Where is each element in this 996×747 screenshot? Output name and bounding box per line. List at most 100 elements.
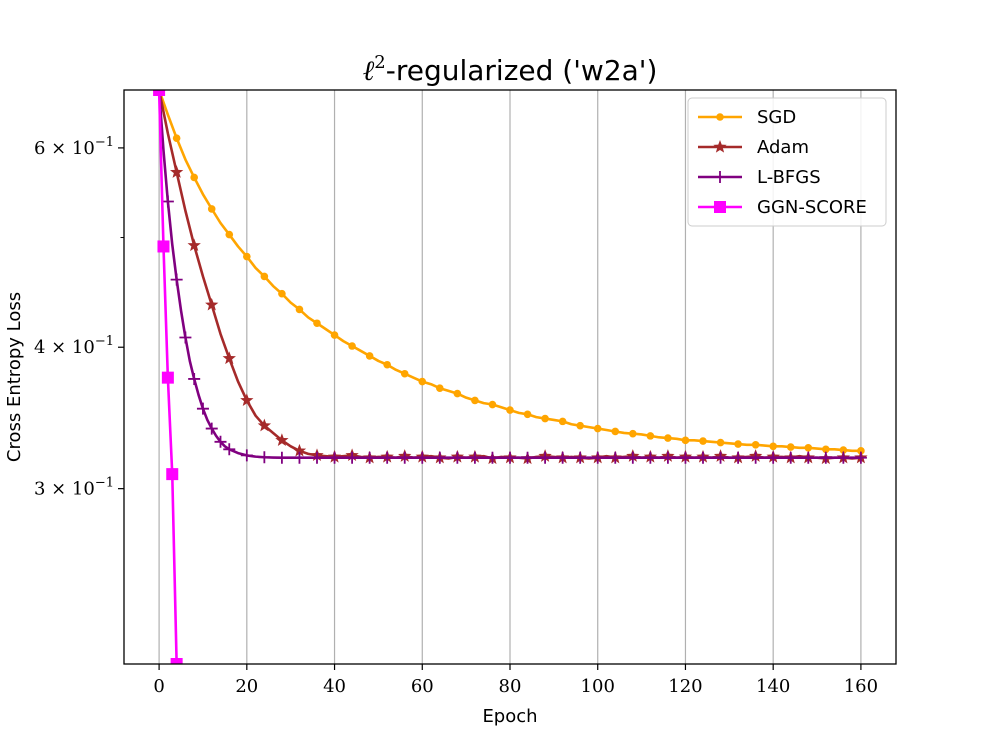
data-point-l-bfgs bbox=[819, 451, 832, 464]
data-point-ggn-score bbox=[166, 468, 179, 481]
plot-frame bbox=[123, 89, 897, 665]
data-point-sgd bbox=[383, 360, 391, 369]
data-point-sgd bbox=[593, 424, 602, 433]
data-point-l-bfgs bbox=[626, 451, 639, 464]
data-point-l-bfgs bbox=[223, 443, 236, 456]
data-point-l-bfgs bbox=[784, 451, 797, 464]
data-point-adam bbox=[292, 443, 307, 457]
data-point-sgd bbox=[506, 406, 514, 414]
data-point-ggn-score bbox=[161, 371, 174, 384]
data-point-sgd bbox=[436, 384, 444, 393]
data-point-sgd bbox=[576, 421, 584, 430]
data-point-ggn-score bbox=[170, 658, 183, 664]
legend-label-l-bfgs: L-BFGS bbox=[757, 167, 821, 188]
chart-title-ell: ℓ bbox=[363, 54, 375, 87]
y-axis-label: Cross Entropy Loss bbox=[4, 292, 25, 462]
data-point-l-bfgs bbox=[205, 422, 218, 435]
data-point-sgd bbox=[243, 252, 251, 261]
legend-label-ggn-score: GGN-SCORE bbox=[757, 197, 867, 218]
legend-item-ggn-score: GGN-SCORE bbox=[698, 197, 867, 218]
data-point-l-bfgs bbox=[749, 451, 762, 464]
data-point-sgd bbox=[664, 434, 672, 442]
data-point-sgd bbox=[734, 440, 742, 448]
data-point-sgd bbox=[751, 440, 760, 449]
data-point-sgd bbox=[646, 432, 655, 440]
data-point-sgd bbox=[471, 396, 479, 405]
data-point-sgd bbox=[278, 289, 286, 298]
legend-item-l-bfgs: L-BFGS bbox=[698, 167, 821, 188]
x-tick-label: 0 bbox=[153, 676, 164, 697]
data-point-l-bfgs bbox=[504, 451, 516, 464]
data-point-l-bfgs bbox=[170, 273, 183, 286]
data-point-sgd bbox=[558, 417, 567, 426]
chart-title-superscript: 2 bbox=[374, 52, 385, 73]
data-point-l-bfgs bbox=[451, 451, 464, 464]
data-point-l-bfgs bbox=[433, 451, 446, 464]
data-point-l-bfgs bbox=[609, 451, 622, 464]
legend-marker-l-bfgs bbox=[714, 171, 726, 183]
data-point-l-bfgs bbox=[398, 451, 411, 464]
legend-item-sgd: SGD bbox=[698, 107, 796, 128]
data-point-l-bfgs bbox=[837, 451, 850, 464]
x-tick-label: 60 bbox=[411, 676, 434, 697]
data-point-sgd bbox=[418, 377, 427, 386]
data-point-l-bfgs bbox=[363, 451, 376, 464]
y-tick-label: 6 × 10−1 bbox=[34, 135, 114, 159]
data-point-adam bbox=[187, 238, 201, 252]
legend-marker-ggn-score bbox=[714, 201, 726, 213]
data-point-l-bfgs bbox=[346, 451, 359, 464]
data-point-l-bfgs bbox=[679, 451, 692, 464]
data-point-sgd bbox=[786, 443, 795, 451]
data-point-l-bfgs bbox=[275, 451, 288, 464]
data-point-l-bfgs bbox=[161, 195, 174, 208]
data-point-l-bfgs bbox=[556, 451, 569, 464]
data-point-sgd bbox=[839, 446, 848, 454]
series-ggn-score bbox=[153, 90, 183, 664]
data-point-sgd bbox=[716, 438, 725, 447]
data-point-sgd bbox=[611, 427, 620, 436]
data-point-sgd bbox=[523, 410, 532, 419]
x-tick-label: 120 bbox=[668, 676, 702, 697]
data-point-adam bbox=[257, 418, 272, 432]
legend-label-sgd: SGD bbox=[757, 107, 796, 128]
data-point-l-bfgs bbox=[486, 451, 499, 464]
x-axis-label: Epoch bbox=[482, 706, 537, 727]
x-tick-label: 100 bbox=[581, 676, 615, 697]
x-tick-label: 20 bbox=[235, 676, 258, 697]
data-point-l-bfgs bbox=[802, 451, 815, 464]
x-tick-label: 40 bbox=[323, 676, 346, 697]
data-point-sgd bbox=[541, 414, 549, 423]
data-point-l-bfgs bbox=[328, 451, 341, 464]
data-point-sgd bbox=[681, 436, 690, 445]
series-sgd bbox=[155, 90, 865, 455]
data-point-l-bfgs bbox=[196, 402, 209, 415]
data-point-l-bfgs bbox=[697, 451, 709, 464]
series-l-bfgs bbox=[153, 90, 867, 464]
data-point-l-bfgs bbox=[381, 451, 394, 464]
y-ticks: 6 × 10−1 4 × 10−1 3 × 10−1 bbox=[34, 135, 124, 500]
data-point-l-bfgs bbox=[661, 451, 674, 464]
chart-title-rest: -regularized ('w2a') bbox=[386, 54, 658, 87]
data-point-sgd bbox=[629, 429, 637, 438]
data-point-sgd bbox=[313, 319, 321, 328]
data-point-l-bfgs bbox=[240, 449, 253, 462]
data-point-sgd bbox=[295, 305, 304, 314]
data-point-l-bfgs bbox=[714, 451, 727, 464]
x-ticks: 0 20 40 60 80 100 120 140 160 bbox=[153, 664, 878, 697]
data-point-ggn-score bbox=[157, 240, 170, 253]
y-tick-label: 3 × 10−1 bbox=[34, 476, 114, 500]
data-point-adam bbox=[222, 351, 236, 365]
data-point-sgd bbox=[330, 331, 339, 339]
data-point-adam bbox=[205, 297, 219, 311]
chart-title: ℓ2-regularized ('w2a') bbox=[363, 52, 658, 87]
data-point-l-bfgs bbox=[574, 451, 587, 464]
x-tick-label: 140 bbox=[756, 676, 790, 697]
data-point-l-bfgs bbox=[539, 451, 552, 464]
data-point-sgd bbox=[822, 445, 830, 454]
data-point-sgd bbox=[172, 134, 181, 142]
data-point-sgd bbox=[225, 230, 234, 239]
data-point-sgd bbox=[348, 342, 356, 350]
data-point-sgd bbox=[400, 369, 409, 378]
data-point-l-bfgs bbox=[179, 331, 192, 344]
data-point-sgd bbox=[804, 443, 813, 452]
